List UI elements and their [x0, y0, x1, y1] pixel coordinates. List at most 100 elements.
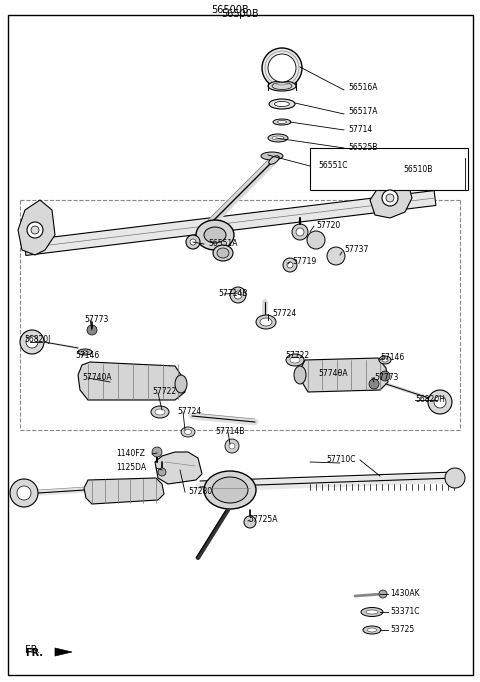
- Text: 57146: 57146: [75, 351, 99, 361]
- Text: 57725A: 57725A: [248, 516, 277, 524]
- Ellipse shape: [151, 406, 169, 418]
- Text: 1140FZ: 1140FZ: [116, 449, 145, 458]
- Ellipse shape: [277, 121, 287, 123]
- Text: 57722: 57722: [152, 387, 176, 396]
- Ellipse shape: [175, 375, 187, 393]
- Ellipse shape: [204, 471, 256, 509]
- Ellipse shape: [155, 409, 165, 415]
- Text: 57773: 57773: [374, 374, 398, 383]
- Polygon shape: [300, 358, 388, 392]
- Text: 56517A: 56517A: [348, 108, 377, 117]
- Circle shape: [327, 247, 345, 265]
- Ellipse shape: [213, 245, 233, 261]
- Ellipse shape: [273, 119, 291, 125]
- Circle shape: [379, 590, 387, 598]
- Text: 57724: 57724: [177, 408, 201, 417]
- Ellipse shape: [366, 610, 378, 614]
- Text: FR.: FR.: [25, 648, 43, 658]
- Circle shape: [225, 439, 239, 453]
- Text: 57280: 57280: [188, 488, 212, 496]
- Polygon shape: [24, 190, 436, 256]
- Ellipse shape: [181, 427, 195, 437]
- Circle shape: [152, 447, 162, 457]
- Ellipse shape: [82, 351, 88, 353]
- Ellipse shape: [256, 315, 276, 329]
- Circle shape: [186, 235, 200, 249]
- Ellipse shape: [294, 366, 306, 384]
- Circle shape: [382, 190, 398, 206]
- Circle shape: [369, 379, 379, 389]
- Text: 57146: 57146: [380, 353, 404, 363]
- Text: 57722: 57722: [285, 351, 309, 361]
- Text: 57719: 57719: [292, 258, 316, 267]
- Ellipse shape: [217, 248, 229, 258]
- Circle shape: [445, 468, 465, 488]
- Polygon shape: [370, 178, 412, 218]
- Circle shape: [268, 54, 296, 82]
- Ellipse shape: [268, 134, 288, 142]
- Text: 57714B: 57714B: [218, 289, 247, 299]
- Text: 56551C: 56551C: [318, 162, 348, 170]
- Polygon shape: [78, 362, 185, 400]
- Circle shape: [87, 325, 97, 335]
- Text: 56510B: 56510B: [403, 166, 432, 175]
- Text: 1430AK: 1430AK: [390, 589, 420, 599]
- Circle shape: [229, 443, 235, 449]
- Circle shape: [244, 516, 256, 528]
- Ellipse shape: [204, 227, 226, 243]
- Circle shape: [262, 48, 302, 88]
- Ellipse shape: [275, 102, 289, 106]
- Circle shape: [158, 468, 166, 476]
- Text: 56820H: 56820H: [415, 396, 445, 404]
- Text: 57740A: 57740A: [318, 370, 348, 379]
- Ellipse shape: [379, 356, 391, 364]
- Circle shape: [380, 371, 390, 381]
- Circle shape: [230, 287, 246, 303]
- Text: 57773: 57773: [84, 316, 108, 325]
- Text: 57714: 57714: [348, 125, 372, 134]
- Polygon shape: [18, 200, 55, 255]
- Text: FR.: FR.: [25, 645, 40, 655]
- Ellipse shape: [260, 318, 272, 326]
- Text: 56500B: 56500B: [211, 5, 249, 15]
- Ellipse shape: [184, 430, 192, 434]
- Text: 57720: 57720: [316, 222, 340, 231]
- Text: 56516A: 56516A: [348, 83, 377, 91]
- Circle shape: [307, 231, 325, 249]
- Ellipse shape: [361, 608, 383, 617]
- Ellipse shape: [363, 626, 381, 634]
- Text: 1125DA: 1125DA: [116, 464, 146, 473]
- Text: 57714B: 57714B: [215, 428, 244, 436]
- Circle shape: [31, 226, 39, 234]
- Text: 56500B: 56500B: [221, 9, 259, 19]
- Ellipse shape: [261, 152, 283, 160]
- Text: 56525B: 56525B: [348, 143, 377, 153]
- Circle shape: [10, 479, 38, 507]
- Ellipse shape: [272, 136, 284, 140]
- Text: 56820J: 56820J: [24, 336, 50, 344]
- Bar: [310, 148, 468, 190]
- Ellipse shape: [286, 354, 304, 366]
- Ellipse shape: [269, 99, 295, 109]
- Polygon shape: [155, 452, 202, 484]
- Circle shape: [283, 258, 297, 272]
- Polygon shape: [84, 478, 164, 504]
- Circle shape: [234, 291, 242, 299]
- Ellipse shape: [290, 357, 300, 363]
- Ellipse shape: [272, 83, 292, 89]
- Text: 56551A: 56551A: [208, 239, 238, 248]
- Ellipse shape: [382, 358, 388, 362]
- Circle shape: [292, 224, 308, 240]
- Text: 57737: 57737: [344, 246, 368, 254]
- Circle shape: [27, 222, 43, 238]
- Polygon shape: [55, 648, 72, 656]
- Ellipse shape: [268, 81, 296, 91]
- Text: 53725: 53725: [390, 625, 414, 634]
- Ellipse shape: [196, 220, 234, 250]
- Text: 53371C: 53371C: [390, 608, 420, 617]
- Ellipse shape: [269, 155, 279, 164]
- Circle shape: [190, 239, 196, 245]
- Circle shape: [428, 390, 452, 414]
- Circle shape: [20, 330, 44, 354]
- Ellipse shape: [368, 628, 376, 632]
